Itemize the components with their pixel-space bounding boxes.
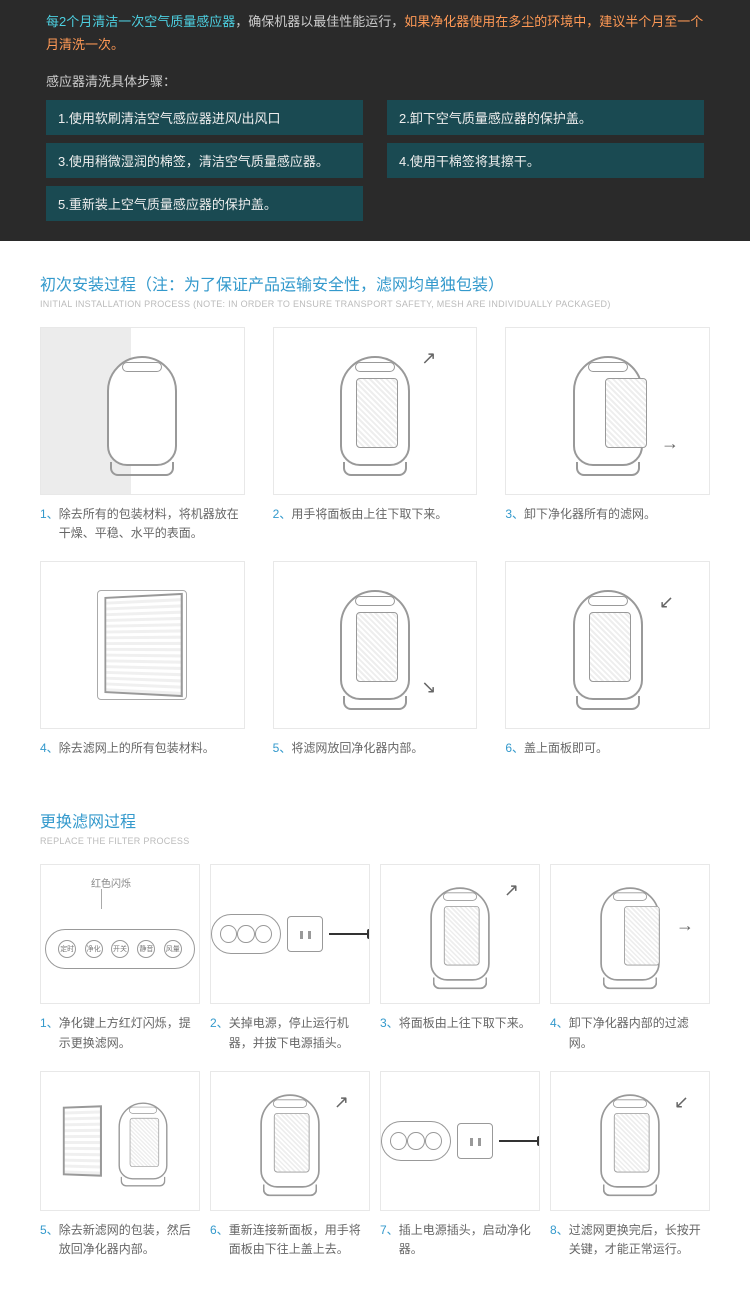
replace-card-2: 2、关掉电源，停止运行机器，并拔下电源插头。	[210, 864, 370, 1052]
replace-num-2: 2、	[210, 1014, 229, 1052]
install-card-4: 4、除去滤网上的所有包装材料。	[40, 561, 245, 758]
replace-img-4: →	[550, 864, 710, 1004]
install-img-5: ↘	[273, 561, 478, 729]
intro-mid: ，确保机器以最佳性能运行，	[235, 14, 404, 29]
replace-img-1: 红色闪烁 定时净化开关静音风量	[40, 864, 200, 1004]
intro-text: 每2个月清洁一次空气质量感应器，确保机器以最佳性能运行，如果净化器使用在多尘的环…	[46, 10, 704, 57]
install-txt-1: 除去所有的包装材料，将机器放在干燥、平稳、水平的表面。	[59, 505, 245, 543]
replace-txt-5: 除去新滤网的包装，然后放回净化器内部。	[59, 1221, 200, 1259]
replace-txt-7: 插上电源插头，启动净化器。	[399, 1221, 540, 1259]
replace-img-2	[210, 864, 370, 1004]
replace-img-5	[40, 1071, 200, 1211]
install-card-5: ↘ 5、将滤网放回净化器内部。	[273, 561, 478, 758]
install-section: 初次安装过程（注：为了保证产品运输安全性，滤网均单独包装） INITIAL IN…	[0, 241, 750, 799]
replace-card-3: ↗ 3、将面板由上往下取下来。	[380, 864, 540, 1052]
replace-img-8: ↙	[550, 1071, 710, 1211]
replace-num-7: 7、	[380, 1221, 399, 1259]
sensor-cleaning-section: 每2个月清洁一次空气质量感应器，确保机器以最佳性能运行，如果净化器使用在多尘的环…	[0, 0, 750, 241]
install-num-3: 3、	[505, 505, 524, 524]
steps-title: 感应器清洗具体步骤：	[46, 71, 704, 90]
step-3: 3.使用稍微湿润的棉签，清洁空气质量感应器。	[46, 143, 363, 178]
replace-section: 更换滤网过程 REPLACE THE FILTER PROCESS 红色闪烁 定…	[0, 798, 750, 1289]
install-grid: 1、除去所有的包装材料，将机器放在干燥、平稳、水平的表面。 ↗ 2、用手将面板由…	[40, 327, 710, 759]
install-card-1: 1、除去所有的包装材料，将机器放在干燥、平稳、水平的表面。	[40, 327, 245, 543]
install-num-4: 4、	[40, 739, 59, 758]
intro-cyan: 每2个月清洁一次空气质量感应器	[46, 14, 235, 29]
install-img-2: ↗	[273, 327, 478, 495]
replace-title: 更换滤网过程	[40, 808, 710, 832]
install-txt-6: 盖上面板即可。	[524, 739, 608, 758]
replace-card-7: 7、插上电源插头，启动净化器。	[380, 1071, 540, 1259]
replace-num-4: 4、	[550, 1014, 569, 1052]
replace-txt-6: 重新连接新面板，用手将面板由下往上盖上去。	[229, 1221, 370, 1259]
replace-num-5: 5、	[40, 1221, 59, 1259]
step-4: 4.使用干棉签将其擦干。	[387, 143, 704, 178]
install-sub: INITIAL INSTALLATION PROCESS (NOTE: IN O…	[40, 299, 710, 309]
install-txt-3: 卸下净化器所有的滤网。	[524, 505, 656, 524]
replace-card-6: ↗ 6、重新连接新面板，用手将面板由下往上盖上去。	[210, 1071, 370, 1259]
install-title: 初次安装过程（注：为了保证产品运输安全性，滤网均单独包装）	[40, 271, 710, 295]
install-num-2: 2、	[273, 505, 292, 524]
install-num-6: 6、	[505, 739, 524, 758]
replace-sub: REPLACE THE FILTER PROCESS	[40, 836, 710, 846]
install-card-3: → 3、卸下净化器所有的滤网。	[505, 327, 710, 543]
install-txt-2: 用手将面板由上往下取下来。	[291, 505, 447, 524]
replace-card-1: 红色闪烁 定时净化开关静音风量 1、净化键上方红灯闪烁，提示更换滤网。	[40, 864, 200, 1052]
steps-grid: 1.使用软刷清洁空气感应器进风/出风口 2.卸下空气质量感应器的保护盖。 3.使…	[46, 100, 704, 221]
install-num-1: 1、	[40, 505, 59, 543]
step-1: 1.使用软刷清洁空气感应器进风/出风口	[46, 100, 363, 135]
red-flash-label: 红色闪烁	[91, 875, 131, 890]
replace-img-7	[380, 1071, 540, 1211]
replace-num-6: 6、	[210, 1221, 229, 1259]
install-txt-4: 除去滤网上的所有包装材料。	[59, 739, 215, 758]
step-2: 2.卸下空气质量感应器的保护盖。	[387, 100, 704, 135]
step-5: 5.重新装上空气质量感应器的保护盖。	[46, 186, 363, 221]
install-img-6: ↙	[505, 561, 710, 729]
install-card-6: ↙ 6、盖上面板即可。	[505, 561, 710, 758]
replace-grid: 红色闪烁 定时净化开关静音风量 1、净化键上方红灯闪烁，提示更换滤网。 2、关掉…	[40, 864, 710, 1259]
replace-img-3: ↗	[380, 864, 540, 1004]
replace-num-3: 3、	[380, 1014, 399, 1033]
replace-num-1: 1、	[40, 1014, 59, 1052]
replace-txt-3: 将面板由上往下取下来。	[399, 1014, 531, 1033]
replace-txt-8: 过滤网更换完后，长按开关键，才能正常运行。	[569, 1221, 710, 1259]
install-img-3: →	[505, 327, 710, 495]
replace-txt-1: 净化键上方红灯闪烁，提示更换滤网。	[59, 1014, 200, 1052]
replace-img-6: ↗	[210, 1071, 370, 1211]
install-img-4	[40, 561, 245, 729]
replace-card-4: → 4、卸下净化器内部的过滤网。	[550, 864, 710, 1052]
replace-num-8: 8、	[550, 1221, 569, 1259]
install-num-5: 5、	[273, 739, 292, 758]
install-txt-5: 将滤网放回净化器内部。	[291, 739, 423, 758]
replace-txt-2: 关掉电源，停止运行机器，并拔下电源插头。	[229, 1014, 370, 1052]
install-img-1	[40, 327, 245, 495]
replace-txt-4: 卸下净化器内部的过滤网。	[569, 1014, 710, 1052]
install-card-2: ↗ 2、用手将面板由上往下取下来。	[273, 327, 478, 543]
replace-card-5: 5、除去新滤网的包装，然后放回净化器内部。	[40, 1071, 200, 1259]
replace-card-8: ↙ 8、过滤网更换完后，长按开关键，才能正常运行。	[550, 1071, 710, 1259]
